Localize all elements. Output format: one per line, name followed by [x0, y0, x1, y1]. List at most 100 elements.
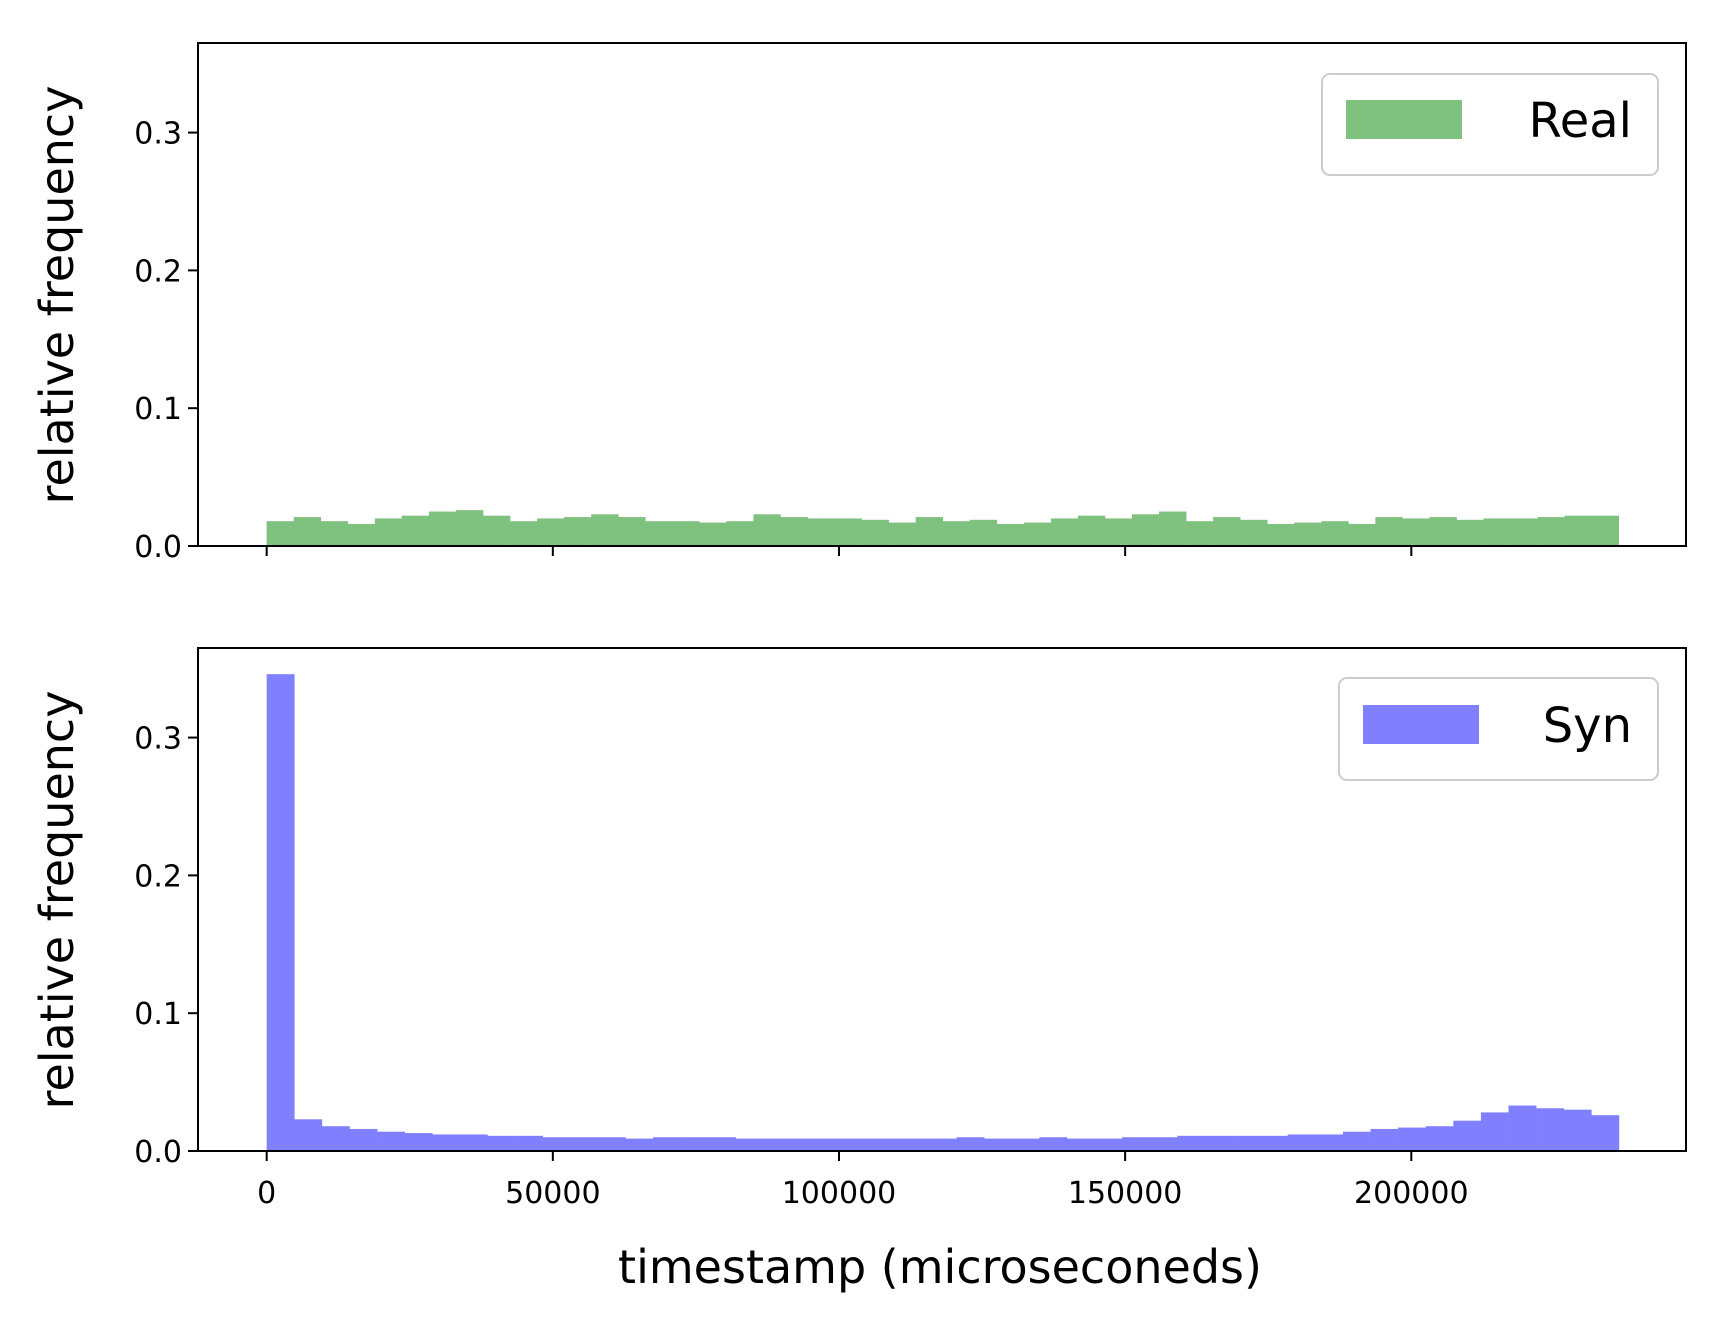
top-bar — [1429, 517, 1457, 546]
top-bar — [1077, 515, 1106, 546]
bottom-bar — [1066, 1138, 1095, 1151]
bottom-y-tick-label: 0.2 — [134, 859, 182, 894]
bottom-bar — [1011, 1138, 1040, 1151]
top-bar — [320, 521, 349, 546]
bottom-bar — [1149, 1137, 1178, 1151]
bottom-x-ticks: 0 50000 100000 150000 200000 — [257, 1151, 1469, 1211]
top-bar — [1132, 514, 1160, 546]
bottom-legend-box — [1338, 677, 1659, 781]
bottom-bar — [377, 1131, 405, 1151]
top-bar — [1564, 515, 1593, 546]
top-legend-swatch — [1346, 100, 1462, 139]
top-bar — [591, 514, 619, 546]
top-bar — [942, 521, 971, 546]
bottom-bar — [1370, 1128, 1399, 1151]
bottom-legend-label: Syn — [1543, 698, 1632, 754]
bottom-bar — [1480, 1112, 1509, 1151]
top-bar — [1402, 518, 1430, 546]
top-panel: 0.0 0.1 0.2 0.3 relative frequency Real — [30, 42, 1687, 565]
bottom-bar — [1177, 1135, 1206, 1151]
bottom-y-ticks: 0.0 0.1 0.2 0.3 — [134, 722, 198, 1170]
top-y-ticks: 0.0 0.1 0.2 0.3 — [134, 117, 198, 565]
top-bar — [266, 521, 295, 546]
top-bar — [1456, 519, 1484, 546]
bottom-bar — [818, 1138, 847, 1151]
top-y-tick-label: 0.2 — [134, 254, 182, 289]
bottom-bar — [680, 1137, 709, 1151]
top-bar — [455, 510, 484, 546]
bottom-bar — [846, 1138, 875, 1151]
bottom-bar — [1398, 1127, 1427, 1151]
top-bar — [1294, 522, 1322, 546]
bottom-y-axis-label: relative frequency — [30, 691, 84, 1110]
bottom-bar — [432, 1134, 461, 1151]
bottom-bar — [1122, 1137, 1151, 1151]
bottom-bar — [653, 1137, 681, 1151]
top-bar — [753, 514, 781, 546]
bottom-y-tick-label: 0.1 — [134, 997, 182, 1032]
top-bars — [266, 510, 1620, 546]
top-bar — [1267, 523, 1295, 546]
bottom-bar — [929, 1138, 957, 1151]
bottom-bar — [1453, 1120, 1482, 1151]
bottom-bar — [1563, 1109, 1592, 1151]
bottom-y-tick-label: 0.0 — [134, 1135, 182, 1170]
top-bar — [1050, 518, 1079, 546]
top-bar — [401, 515, 430, 546]
bottom-bar — [735, 1138, 764, 1151]
bottom-x-tick-label: 200000 — [1354, 1176, 1469, 1211]
top-bar — [1510, 518, 1538, 546]
top-bar — [483, 515, 511, 546]
bottom-bar — [1591, 1115, 1620, 1151]
top-bar — [780, 517, 808, 546]
top-legend-label: Real — [1529, 93, 1632, 149]
bottom-x-tick-label: 50000 — [505, 1176, 600, 1211]
top-y-tick-label: 0.3 — [134, 117, 182, 152]
top-y-tick-label: 0.1 — [134, 392, 182, 427]
top-bar — [1023, 522, 1052, 546]
bottom-bar — [791, 1138, 819, 1151]
bottom-bar — [1315, 1134, 1344, 1151]
bottom-bar — [294, 1119, 323, 1151]
top-y-axis-label: relative frequency — [30, 86, 84, 505]
bottom-bar — [487, 1135, 516, 1151]
top-bar — [996, 523, 1025, 546]
bottom-bar — [404, 1133, 433, 1151]
top-bar — [537, 518, 565, 546]
top-bar — [510, 521, 538, 546]
top-bar — [374, 518, 403, 546]
top-bar — [807, 518, 835, 546]
x-axis-label: timestamp (microseconeds) — [618, 1240, 1262, 1294]
bottom-bar — [1232, 1135, 1261, 1151]
bottom-bar — [1536, 1108, 1565, 1151]
top-bar — [1240, 519, 1268, 546]
bottom-y-tick-label: 0.3 — [134, 722, 182, 757]
top-bar — [564, 517, 592, 546]
bottom-bar — [1204, 1135, 1233, 1151]
top-legend: Real — [1321, 73, 1659, 176]
top-plot-frame — [197, 42, 1687, 547]
bottom-bar — [956, 1137, 985, 1151]
top-bar — [1213, 517, 1241, 546]
bottom-bar — [708, 1137, 737, 1151]
top-bar — [645, 521, 673, 546]
bottom-x-tick-label: 0 — [257, 1176, 276, 1211]
top-bar — [672, 521, 700, 546]
top-x-ticks — [265, 546, 1413, 556]
bottom-bars — [266, 674, 1620, 1151]
bottom-bar — [570, 1137, 599, 1151]
top-bar — [1159, 511, 1187, 546]
bottom-bar — [542, 1137, 571, 1151]
bottom-panel: 0.0 0.1 0.2 0.3 0 50000 100000 150000 200000 re… — [30, 647, 1687, 1294]
top-bar — [428, 511, 457, 546]
bottom-bar — [266, 674, 295, 1151]
top-bar — [969, 519, 998, 546]
bottom-bar — [459, 1134, 488, 1151]
top-bar — [1186, 521, 1214, 546]
bottom-bar — [321, 1126, 350, 1151]
bottom-legend: Syn — [1338, 677, 1659, 781]
bottom-bar — [515, 1135, 543, 1151]
bottom-bar — [1508, 1105, 1537, 1151]
top-legend-box — [1321, 73, 1659, 176]
bottom-bar — [984, 1138, 1013, 1151]
